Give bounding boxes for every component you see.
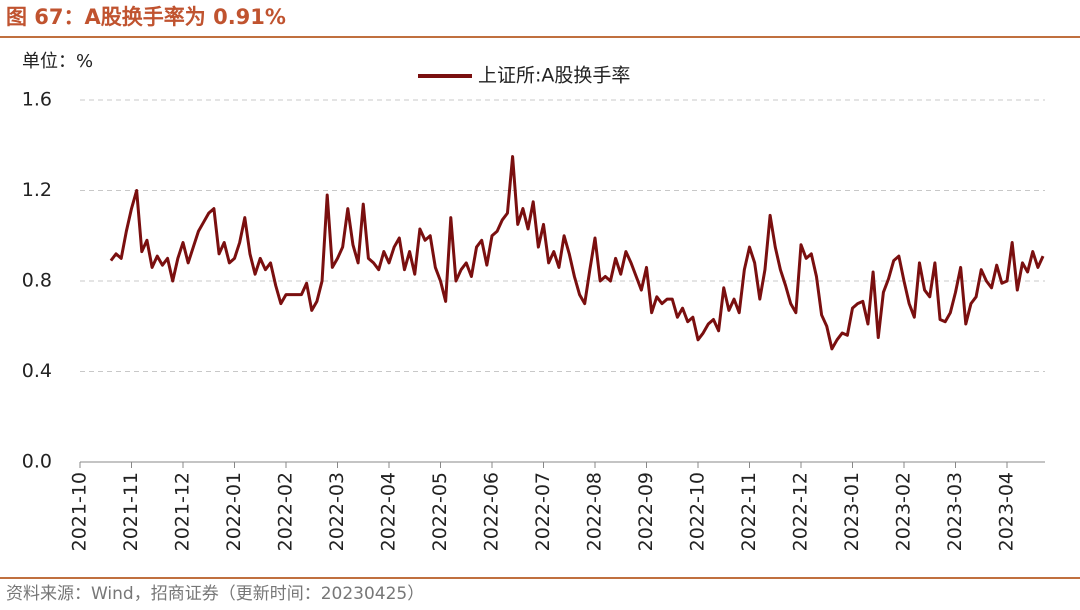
x-tick-label: 2022-04: [378, 472, 400, 551]
x-tick-label: 2023-04: [996, 472, 1018, 551]
x-tick-label: 2022-01: [223, 472, 245, 551]
y-tick-label: 1.6: [22, 89, 52, 111]
chart-title: 图 67：A股换手率为 0.91%: [6, 5, 286, 29]
x-tick-label: 2022-08: [584, 472, 606, 551]
y-tick-label: 0.0: [22, 451, 52, 473]
x-tick-label: 2022-02: [275, 472, 297, 551]
x-tick-label: 2022-12: [790, 472, 812, 551]
x-tick-label: 2022-07: [532, 472, 554, 551]
y-tick-label: 0.8: [22, 270, 52, 292]
x-tick-label: 2023-01: [841, 472, 863, 551]
x-tick-label: 2022-05: [429, 472, 451, 551]
x-tick-label: 2022-11: [738, 472, 760, 551]
legend-label: 上证所:A股换手率: [478, 65, 630, 87]
x-tick-label: 2022-09: [635, 472, 657, 551]
y-tick-label: 1.2: [22, 179, 52, 201]
x-tick-label: 2021-11: [120, 472, 142, 551]
x-tick-label: 2022-06: [481, 472, 503, 551]
unit-label: 单位：%: [22, 51, 93, 72]
x-tick-label: 2022-03: [326, 472, 348, 551]
source: 资料来源：Wind，招商证券（更新时间：20230425）: [6, 584, 424, 604]
y-tick-label: 0.4: [22, 360, 52, 382]
series-line: [109, 155, 1045, 351]
x-tick-label: 2021-10: [69, 472, 91, 551]
x-tick-label: 2023-03: [944, 472, 966, 551]
x-tick-label: 2021-12: [172, 472, 194, 551]
x-tick-label: 2023-02: [893, 472, 915, 551]
x-tick-label: 2022-10: [687, 472, 709, 551]
